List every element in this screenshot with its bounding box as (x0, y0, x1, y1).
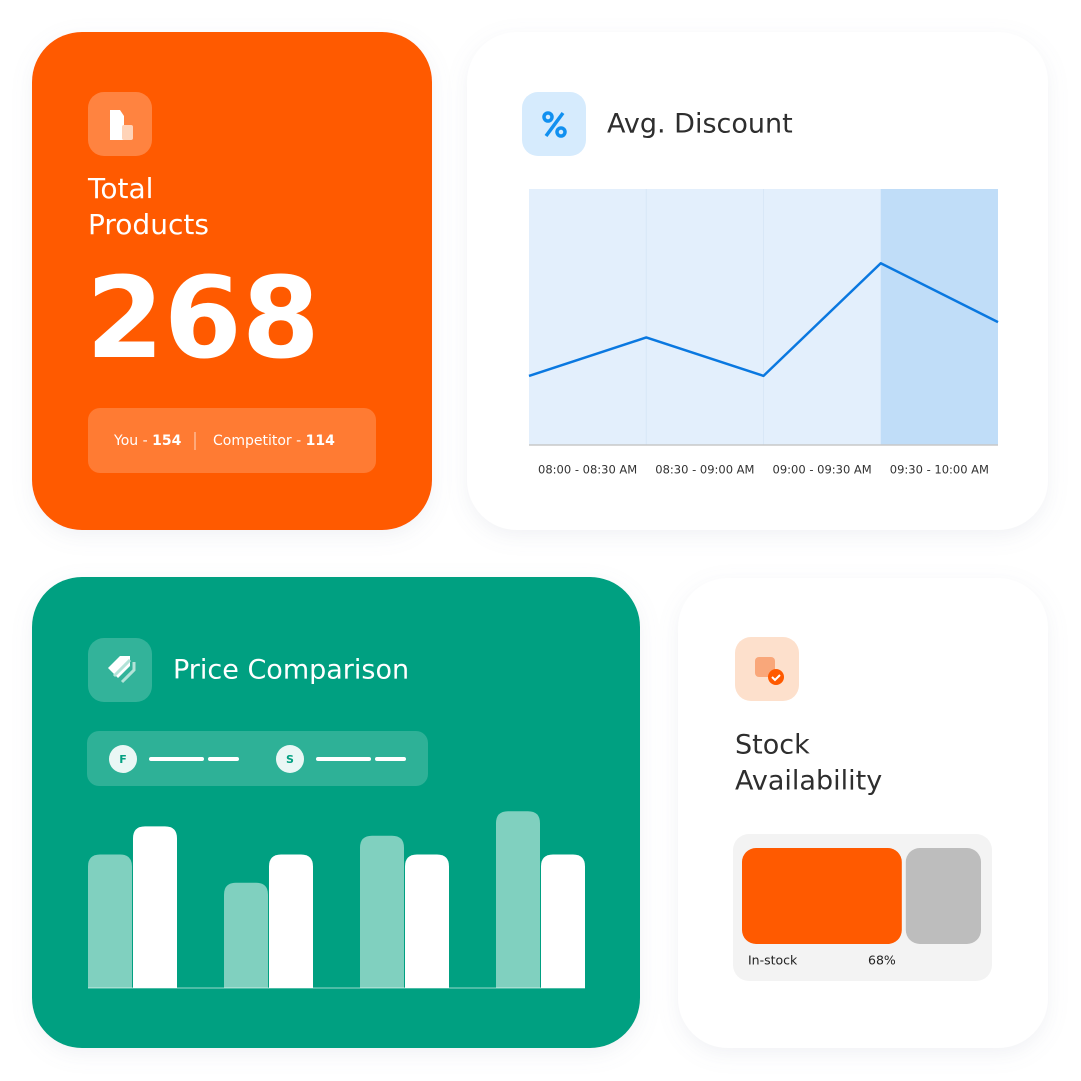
you-label: You - (113, 433, 148, 449)
total-products-card (32, 32, 432, 530)
line (528, 261, 999, 378)
discount-icon (542, 111, 567, 138)
card-title: Availability (735, 766, 882, 797)
card-title: Products (88, 208, 209, 241)
x-tick-label: 08:00 - 08:30 AM (538, 463, 637, 477)
card-title: Price Comparison (173, 655, 409, 686)
bar (405, 854, 449, 988)
line-chart: 08:00 - 08:30 AM 08:30 - 09:00 AM 09:00 - … (528, 189, 999, 477)
segment-value: 68% (868, 953, 896, 968)
highlight-band (880, 189, 998, 445)
stock-icon (768, 669, 784, 685)
legend-label: S (286, 753, 294, 766)
bar (496, 811, 540, 988)
legend-marker (276, 745, 304, 773)
total-value: 268 (86, 254, 320, 384)
x-tick-label: 09:00 - 09:30 AM (773, 463, 872, 477)
stock-icon (771, 674, 781, 682)
x-tick-label: 08:30 - 09:00 AM (655, 463, 754, 477)
products-icon (110, 110, 124, 140)
price-icon (112, 658, 136, 684)
bar (269, 854, 313, 988)
segment-label: In-stock (748, 953, 798, 968)
split-pill (88, 408, 376, 473)
bar (541, 854, 585, 988)
you-count: You - 154 (113, 433, 182, 449)
card-title: Total (87, 172, 153, 205)
you-value: 154 (152, 433, 181, 449)
price-comparison-card (32, 577, 640, 1048)
bar (224, 882, 268, 988)
stock-segment (905, 848, 981, 944)
card-title: Stock (735, 730, 810, 761)
bar (88, 854, 132, 988)
competitor-label: Competitor - (213, 433, 301, 449)
products-icon (122, 125, 133, 140)
stock-segment (742, 848, 902, 944)
competitor-count: Competitor - 114 (213, 433, 335, 449)
bar (360, 835, 404, 988)
price-icon (108, 656, 130, 678)
legend-label: F (119, 753, 127, 766)
stock-chart: In-stock 68% (742, 848, 981, 968)
competitor-value: 114 (306, 433, 335, 449)
legend-box (87, 731, 428, 786)
x-tick-label: 09:30 - 10:00 AM (890, 463, 989, 477)
bar (133, 826, 177, 988)
card-title: Avg. Discount (607, 109, 793, 140)
legend-marker (109, 745, 137, 773)
